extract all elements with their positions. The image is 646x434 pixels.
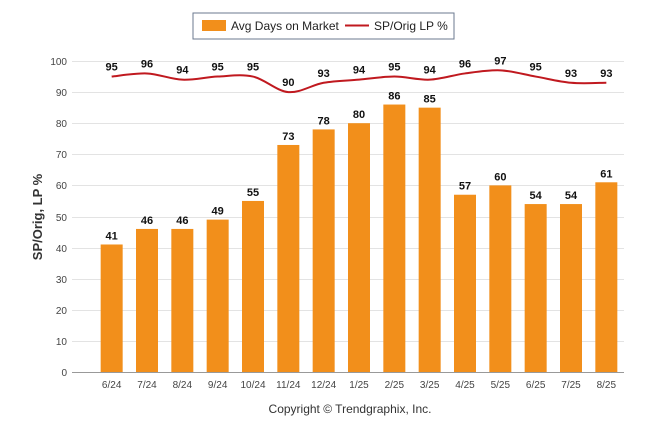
x-tick-label: 7/25: [561, 380, 581, 391]
bar: [242, 200, 264, 372]
line-value-label: 94: [353, 65, 366, 77]
x-tick-label: 1/25: [349, 380, 369, 391]
y-tick-label: 100: [50, 57, 67, 68]
bar: [454, 194, 476, 372]
y-axis-ticks: 0 10 20 30 40 50 60 70 80 90 100: [50, 57, 67, 379]
y-tick-label: 40: [56, 244, 68, 255]
line-value-label: 93: [565, 68, 577, 80]
bar: [595, 182, 618, 372]
y-tick-label: 50: [56, 213, 68, 224]
x-tick-label: 7/24: [137, 380, 157, 391]
bar-value-label: 54: [565, 190, 578, 202]
y-tick-label: 80: [56, 119, 68, 130]
bar: [560, 204, 582, 372]
legend-label-bar: Avg Days on Market: [231, 19, 339, 33]
line-value-label: 96: [141, 58, 153, 70]
x-tick-label: 8/24: [173, 380, 193, 391]
x-tick-label: 4/25: [455, 380, 475, 391]
line-value-label: 90: [282, 77, 294, 89]
y-axis-label: SP/Orig, LP %: [30, 173, 45, 260]
x-tick-label: 6/25: [526, 380, 546, 391]
bar-value-label: 61: [600, 168, 612, 180]
x-tick-label: 2/25: [385, 380, 405, 391]
bar-value-label: 80: [353, 109, 365, 121]
x-tick-label: 5/25: [491, 380, 511, 391]
line-value-label: 95: [388, 62, 400, 74]
bar-value-label: 60: [494, 171, 506, 183]
line-value-label: 97: [494, 55, 506, 67]
bar-labels: 41 46 46 49 55 73 78 80 86 85 57 60 54 54 61: [106, 91, 613, 243]
y-tick-label: 30: [56, 275, 68, 286]
x-tick-label: 10/24: [240, 380, 265, 391]
bar-value-label: 54: [530, 190, 543, 202]
bar-value-label: 73: [282, 131, 294, 143]
line-value-label: 93: [318, 68, 330, 80]
line-value-label: 95: [212, 62, 224, 74]
bar-value-label: 85: [424, 94, 436, 106]
legend: Avg Days on Market SP/Orig LP %: [192, 12, 455, 40]
bar: [312, 129, 335, 372]
bar-value-label: 55: [247, 187, 259, 199]
bar-value-label: 57: [459, 181, 471, 193]
y-tick-label: 90: [56, 88, 68, 99]
x-tick-label: 3/25: [420, 380, 440, 391]
x-tick-label: 11/24: [276, 380, 301, 391]
legend-swatch-bar: [202, 20, 226, 31]
bar: [418, 107, 441, 373]
line-labels: 95 96 94 95 95 90 93 94 95 94 96 97 95 93 93: [106, 55, 613, 89]
bar: [489, 185, 512, 372]
bar: [171, 228, 194, 372]
bar: [348, 123, 370, 372]
x-tick-label: 8/25: [597, 380, 617, 391]
legend-box: [192, 12, 455, 40]
line-value-label: 96: [459, 58, 471, 70]
copyright-text: Copyright © Trendgraphix, Inc.: [269, 402, 432, 416]
y-tick-label: 70: [56, 150, 68, 161]
legend-label-line: SP/Orig LP %: [374, 19, 448, 33]
bars: [100, 104, 618, 373]
x-tick-label: 9/24: [208, 380, 228, 391]
bar: [136, 228, 158, 372]
line-value-label: 95: [247, 62, 259, 74]
y-tick-label: 20: [56, 306, 68, 317]
line-value-label: 95: [530, 62, 542, 74]
bar-value-label: 41: [106, 230, 118, 242]
x-tick-label: 6/24: [102, 380, 122, 391]
bar: [524, 204, 547, 372]
line-value-label: 94: [176, 65, 189, 77]
x-axis-ticks: 6/24 7/24 8/24 9/24 10/24 11/24 12/24 1/25 2/25 3…: [102, 380, 617, 391]
x-tick-label: 12/24: [311, 380, 336, 391]
bar-value-label: 49: [212, 206, 224, 218]
bar: [206, 219, 229, 372]
y-tick-label: 0: [61, 368, 67, 379]
bar-value-label: 46: [141, 215, 153, 227]
bar-value-label: 78: [318, 115, 330, 127]
bar: [277, 144, 300, 372]
y-tick-label: 60: [56, 181, 68, 192]
bar-value-label: 86: [388, 91, 400, 103]
y-tick-label: 10: [56, 337, 68, 348]
bar: [383, 104, 406, 372]
bar-value-label: 46: [176, 215, 188, 227]
bar: [100, 244, 123, 372]
line-value-label: 95: [106, 62, 118, 74]
line-value-label: 93: [600, 68, 612, 80]
line-value-label: 94: [424, 65, 437, 77]
sp-orig-lp-line: [111, 69, 607, 94]
